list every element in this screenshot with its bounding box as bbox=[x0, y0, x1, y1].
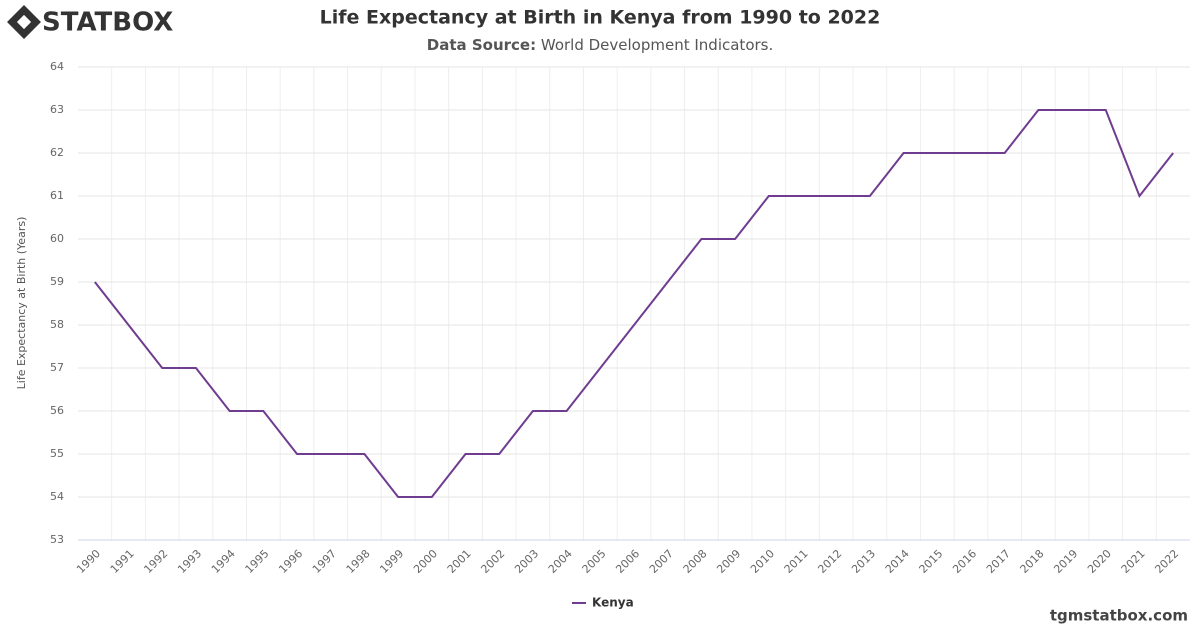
subtitle-label: Data Source: bbox=[427, 36, 536, 54]
x-tick-label: 2009 bbox=[714, 547, 743, 576]
x-tick-label: 2015 bbox=[917, 547, 946, 576]
y-tick-label: 64 bbox=[50, 60, 64, 73]
brand: STATBOX bbox=[42, 8, 173, 38]
data-line bbox=[94, 109, 1174, 498]
x-tick-label: 2019 bbox=[1051, 547, 1080, 576]
x-tick-label: 1996 bbox=[276, 547, 305, 576]
y-tick-label: 58 bbox=[50, 318, 64, 331]
x-tick-label: 2018 bbox=[1018, 547, 1047, 576]
x-tick-label: 2004 bbox=[546, 547, 575, 576]
x-tick-label: 1998 bbox=[344, 547, 373, 576]
x-tick-label: 1994 bbox=[209, 547, 238, 576]
y-tick-label: 61 bbox=[50, 189, 64, 202]
x-tick-label: 2007 bbox=[647, 547, 676, 576]
logo: STATBOX bbox=[7, 5, 173, 39]
x-tick-label: 2022 bbox=[1152, 547, 1181, 576]
x-tick-label: 1999 bbox=[377, 547, 406, 576]
y-tick-label: 55 bbox=[50, 447, 64, 460]
x-tick-label: 2000 bbox=[411, 547, 440, 576]
y-tick-label: 56 bbox=[50, 404, 64, 417]
y-tick-label: 60 bbox=[50, 232, 64, 245]
x-tick-label: 1997 bbox=[310, 547, 339, 576]
x-tick-label: 1992 bbox=[141, 547, 170, 576]
x-tick-label: 2002 bbox=[478, 547, 507, 576]
y-tick-label: 54 bbox=[50, 490, 64, 503]
x-tick-label: 1993 bbox=[175, 547, 204, 576]
subtitle-text: World Development Indicators. bbox=[541, 36, 773, 54]
x-tick-label: 2001 bbox=[445, 547, 474, 576]
x-tick-label: 2016 bbox=[950, 547, 979, 576]
x-tick-label: 2011 bbox=[782, 547, 811, 576]
y-tick-label: 62 bbox=[50, 146, 64, 159]
x-tick-label: 1991 bbox=[108, 547, 137, 576]
x-tick-label: 1990 bbox=[74, 547, 103, 576]
y-tick-label: 53 bbox=[50, 533, 64, 546]
x-tick-label: 2017 bbox=[984, 547, 1013, 576]
y-tick-label: 57 bbox=[50, 361, 64, 374]
y-axis-label: Life Expectancy at Birth (Years) bbox=[15, 217, 28, 390]
logo-icon-inner bbox=[16, 14, 32, 30]
x-tick-label: 2021 bbox=[1119, 547, 1148, 576]
y-tick-label: 59 bbox=[50, 275, 64, 288]
x-tick-label: 2006 bbox=[613, 547, 642, 576]
x-tick-label: 1995 bbox=[243, 547, 272, 576]
subtitle: Data Source: World Development Indicator… bbox=[427, 36, 774, 54]
x-tick-label: 2014 bbox=[883, 547, 912, 576]
x-tick-label: 2008 bbox=[681, 547, 710, 576]
x-tick-label: 2012 bbox=[815, 547, 844, 576]
x-tick-label: 2005 bbox=[580, 547, 609, 576]
legend-label: Kenya bbox=[592, 596, 634, 610]
x-tick-label: 2003 bbox=[512, 547, 541, 576]
x-tick-label: 2010 bbox=[748, 547, 777, 576]
x-tick-label: 2013 bbox=[849, 547, 878, 576]
footer: tgmstatbox.com bbox=[1050, 607, 1188, 625]
x-tick-label: 2020 bbox=[1085, 547, 1114, 576]
y-tick-label: 63 bbox=[50, 103, 64, 116]
chart-title: Life Expectancy at Birth in Kenya from 1… bbox=[320, 7, 881, 29]
legend-item: Kenya bbox=[572, 596, 634, 610]
